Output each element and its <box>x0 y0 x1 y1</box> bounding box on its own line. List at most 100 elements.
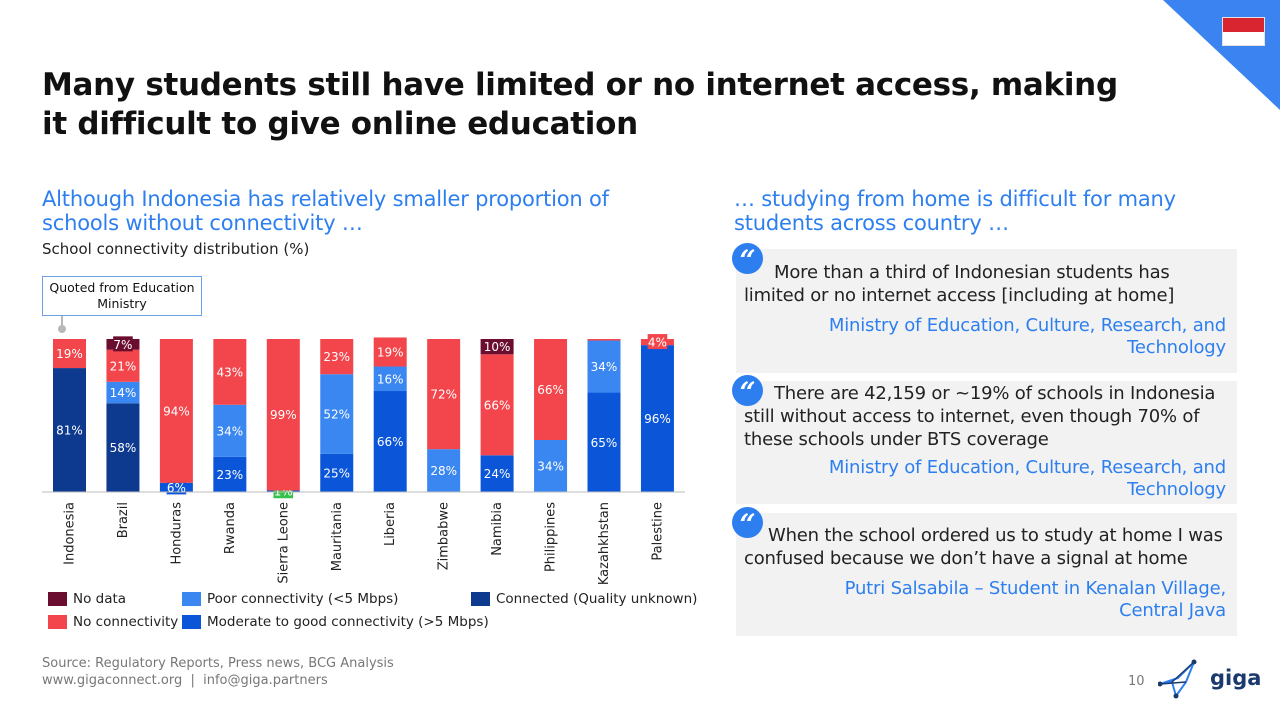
giga-logo-icon <box>1158 659 1197 699</box>
bar-segment-no_connectivity-7 <box>427 339 461 450</box>
data-label: 66% <box>537 383 564 397</box>
legend-swatch <box>471 592 490 606</box>
x-tick-label: Palestine <box>650 502 665 561</box>
source-note: Source: Regulatory Reports, Press news, … <box>42 656 394 671</box>
data-label: 24% <box>484 467 511 481</box>
quote-card: “ More than a third of Indonesian studen… <box>732 243 1237 373</box>
data-label: 81% <box>56 424 83 438</box>
bar-segment-no_connectivity-3 <box>213 339 247 405</box>
x-tick-label: Philippines <box>544 502 559 572</box>
bar-segment-poor-9 <box>534 439 568 492</box>
bar-segment-no_connectivity-10 <box>587 339 621 341</box>
quote-source: Ministry of Education, Culture, Research… <box>828 457 1226 500</box>
data-label: 23% <box>217 468 244 482</box>
bar-segment-poor-3 <box>213 404 247 457</box>
data-label: 52% <box>323 407 350 421</box>
x-tick-label: Namibia <box>490 502 505 556</box>
bar-segment-no_connectivity-5 <box>320 339 354 375</box>
bar-segment-moderate-6 <box>373 391 407 492</box>
legend-item-no-connectivity: No connectivity <box>48 614 178 630</box>
data-label: 19% <box>56 347 83 361</box>
x-tick-label: Brazil <box>116 502 131 538</box>
legend-label: No connectivity <box>73 614 179 630</box>
data-label-bg <box>166 479 187 495</box>
bar-segment-poor-7 <box>427 449 461 492</box>
legend-swatch <box>48 615 67 629</box>
data-label: 6% <box>167 481 186 495</box>
callout-box: Quoted from Education Ministry <box>42 276 202 316</box>
connectivity-chart: 81% 19% Indonesia 58% 14% 21% 7% Brazil 6% 94% Hon… <box>40 330 690 590</box>
x-tick-label: Indonesia <box>63 502 78 565</box>
data-label-bg <box>113 336 133 352</box>
data-label: 65% <box>591 436 618 450</box>
legend-swatch <box>48 592 67 606</box>
bar-segment-no_connectivity-1 <box>106 349 140 382</box>
x-tick-label: Zimbabwe <box>437 502 452 570</box>
data-label-bg <box>647 334 668 350</box>
x-tick-label: Kazahkhstan <box>597 502 612 585</box>
quote-card: “ There are 42,159 or ~19% of schools in… <box>732 375 1237 504</box>
bar-segment-moderate-3 <box>213 456 247 492</box>
indonesia-flag-icon <box>1222 17 1265 46</box>
quote-text: More than a third of Indonesian students… <box>744 262 1175 306</box>
data-label: 16% <box>377 372 404 386</box>
quote-source: Ministry of Education, Culture, Research… <box>828 315 1226 358</box>
data-label: 10% <box>484 340 511 354</box>
quote-source: Putri Salsabila – Student in Kenalan Vil… <box>844 578 1227 621</box>
quote-text: When the school ordered us to study at h… <box>744 525 1223 569</box>
data-label: 34% <box>537 459 564 473</box>
legend-swatch <box>182 615 201 629</box>
data-label: 4% <box>648 336 667 350</box>
bar-segment-poor-1 <box>106 381 140 404</box>
quote-text: There are 42,159 or ~19% of schools in I… <box>744 383 1216 450</box>
bar-segment-poor-6 <box>373 366 407 392</box>
callout-connector <box>61 316 63 329</box>
x-tick-label: Sierra Leone <box>276 502 291 584</box>
x-tick-label: Rwanda <box>223 502 238 554</box>
data-label: 21% <box>110 359 137 373</box>
quote-card: “ When the school ordered us to study at… <box>732 507 1237 636</box>
data-label: 14% <box>110 386 137 400</box>
legend-label: Moderate to good connectivity (>5 Mbps) <box>207 614 489 630</box>
data-label: 94% <box>163 404 190 418</box>
quote-icon: “ <box>732 507 763 541</box>
quote-icon: “ <box>732 243 763 277</box>
data-label: 28% <box>430 464 457 478</box>
legend-label: No data <box>73 591 127 607</box>
chart-caption: School connectivity distribution (%) <box>42 240 310 258</box>
bar-segment-no_connectivity-0 <box>53 339 86 369</box>
callout-dot <box>58 325 66 333</box>
data-label: 43% <box>217 365 244 379</box>
x-tick-label: Mauritania <box>330 502 345 571</box>
legend-item-connected: Connected (Quality unknown) <box>471 591 697 607</box>
data-label: 58% <box>110 441 137 455</box>
bar-segment-no_connectivity-6 <box>373 337 407 367</box>
right-subtitle: … studying from home is difficult for ma… <box>734 187 1176 235</box>
data-label: 66% <box>484 398 511 412</box>
data-label: 19% <box>377 346 404 360</box>
data-label: 72% <box>430 388 457 402</box>
bar-segment-moderate-5 <box>320 453 354 492</box>
left-subtitle: Although Indonesia has relatively smalle… <box>42 187 609 235</box>
quote-icon: “ <box>732 375 763 409</box>
legend-item-moderate: Moderate to good connectivity (>5 Mbps) <box>182 614 489 630</box>
footer-links: www.gigaconnect.org | info@giga.partners <box>42 673 328 688</box>
data-label: 25% <box>323 466 350 480</box>
data-label: 96% <box>644 412 671 426</box>
bar-segment-poor-5 <box>320 374 354 454</box>
x-tick-label: Honduras <box>169 502 184 565</box>
legend-item-poor: Poor connectivity (<5 Mbps) <box>182 591 398 607</box>
bar-segment-no_data-8 <box>480 339 514 355</box>
legend-item-no-data: No data <box>48 591 126 607</box>
legend-label: Poor connectivity (<5 Mbps) <box>207 591 399 607</box>
data-label: 7% <box>113 338 132 352</box>
bar-segment-no_connectivity-2 <box>159 339 193 483</box>
page-number: 10 <box>1128 674 1145 689</box>
bar-segment-no_connectivity-9 <box>534 339 568 440</box>
data-label: 34% <box>217 424 244 438</box>
x-tick-label: Liberia <box>383 502 398 546</box>
legend-label: Connected (Quality unknown) <box>496 591 698 607</box>
data-label: 34% <box>591 360 618 374</box>
bar-segment-moderate-11 <box>640 345 674 492</box>
bar-segment-moderate-10 <box>587 392 621 492</box>
